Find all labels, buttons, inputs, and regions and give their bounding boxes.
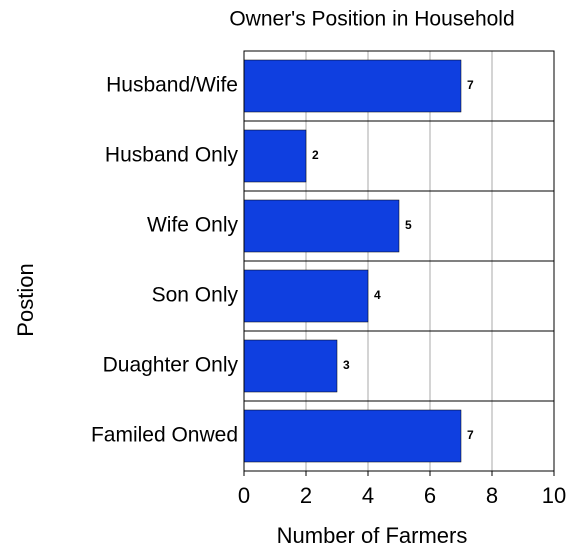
y-tick-label: Son Only [152,284,239,307]
y-tick-label: Husband/Wife [106,74,238,97]
value-label: 5 [405,218,412,232]
bar [243,59,462,113]
x-tick-label: 6 [424,483,436,508]
x-tick-label: 4 [362,483,374,508]
y-axis-label: Postion [13,263,38,336]
chart-title: Owner's Position in Household [229,8,514,31]
bar [243,269,369,323]
value-label: 2 [312,148,319,162]
x-tick-label: 10 [542,483,566,508]
bar [243,199,400,253]
y-tick-label: Duaghter Only [103,354,239,377]
value-label: 7 [467,78,474,92]
value-label: 3 [343,358,350,372]
value-label: 7 [467,428,474,442]
x-tick-label: 2 [300,483,312,508]
x-tick-label: 0 [238,483,250,508]
bar [243,409,462,463]
y-tick-label: Familed Onwed [91,424,238,447]
value-label: 4 [374,288,381,302]
y-tick-label: Wife Only [147,214,239,237]
y-tick-label: Husband Only [105,144,239,167]
plot-frame [243,50,555,472]
x-axis-label: Number of Farmers [277,523,468,548]
bar [243,339,338,393]
bar [243,129,307,183]
x-tick-label: 8 [486,483,498,508]
